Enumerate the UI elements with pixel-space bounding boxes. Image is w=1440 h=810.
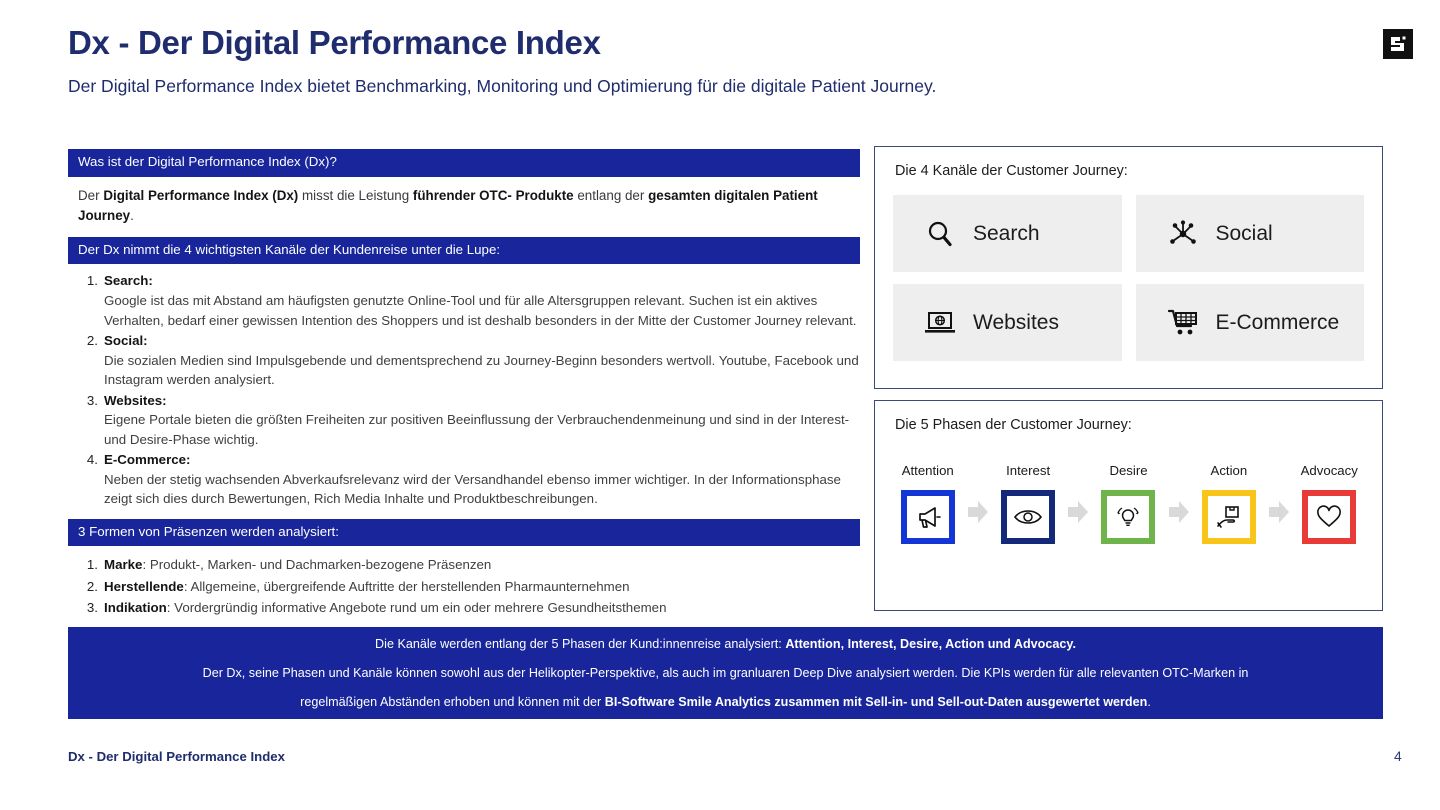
eye-icon — [1014, 510, 1043, 524]
summary-line-3: regelmäßigen Abständen erhoben und könne… — [86, 694, 1365, 711]
phase-label: Advocacy — [1300, 463, 1358, 478]
network-nodes-icon — [1166, 217, 1200, 251]
summary-line-2: Der Dx, seine Phasen und Kanäle können s… — [202, 666, 1249, 680]
section-bar-three-presence-forms: 3 Formen von Präsenzen werden analysiert… — [68, 518, 860, 547]
laptop-globe-icon — [923, 306, 957, 340]
megaphone-icon — [918, 507, 941, 528]
shopping-cart-icon — [1166, 306, 1200, 340]
page-title: Dx - Der Digital Performance Index — [68, 24, 601, 61]
magnifier-icon — [923, 217, 957, 251]
phase-box — [1101, 490, 1156, 544]
channel-card-grid: Search — [875, 179, 1382, 361]
phase-arrow — [1067, 501, 1090, 523]
def-bold-3: gesamten digitalen Patient Journey — [78, 187, 818, 223]
channel-card-label: Search — [973, 221, 1040, 245]
summary-line-3-prefix: regelmäßigen Abständen erhoben und könne… — [300, 695, 605, 709]
list-item: E-Commerce: Neben der stetig wachsenden … — [78, 450, 860, 509]
list-item-title: E-Commerce: — [104, 452, 191, 468]
phase-label: Attention — [901, 463, 954, 478]
section-bar-four-channels: Der Dx nimmt die 4 wichtigsten Kanäle de… — [68, 236, 860, 265]
list-item-body: Die sozialen Medien sind Impulsgebende u… — [104, 352, 859, 388]
summary-line-1: Die Kanäle werden entlang der 5 Phasen d… — [86, 636, 1365, 653]
section-bar-what-is-dx: Was ist der Digital Performance Index (D… — [68, 149, 860, 177]
phase-box — [1001, 490, 1056, 544]
def-bold-1: Digital Performance Index (Dx) — [103, 187, 299, 203]
summary-line-1-prefix: Die Kanäle werden entlang der 5 Phasen d… — [375, 637, 786, 651]
page-number: 4 — [1394, 748, 1402, 764]
phases-panel: Die 5 Phasen der Customer Journey: Atten… — [874, 400, 1383, 611]
left-content-column: Was ist der Digital Performance Index (D… — [68, 149, 860, 620]
phase-item-action[interactable]: Action — [1190, 463, 1267, 544]
list-item-title: Marke — [104, 557, 143, 573]
phase-arrow — [1268, 501, 1291, 523]
phase-label: Interest — [1006, 463, 1051, 478]
channel-card-social[interactable]: Social — [1135, 195, 1364, 272]
channel-card-ecommerce[interactable]: E-Commerce — [1135, 284, 1364, 361]
list-item-body: Eigene Portale bieten die größten Freihe… — [104, 412, 850, 447]
smile-brand-logo — [1383, 29, 1413, 59]
def-mid-1: misst die Leistung — [298, 187, 413, 203]
presence-forms-list: Marke: Produkt-, Marken- und Dachmarken-… — [68, 555, 860, 618]
phase-item-desire[interactable]: Desire — [1090, 463, 1167, 544]
list-item: Websites: Eigene Portale bieten die größ… — [78, 391, 860, 450]
summary-callout-box: Die Kanäle werden entlang der 5 Phasen d… — [68, 627, 1383, 719]
def-bold-2: führender OTC- Produkte — [412, 187, 574, 203]
list-item: Herstellende: Allgemeine, übergreifende … — [78, 577, 860, 597]
phase-arrow — [966, 501, 989, 523]
list-item-body: : Allgemeine, übergreifende Auftritte de… — [183, 578, 630, 594]
page-subtitle: Der Digital Performance Index bietet Ben… — [68, 76, 937, 96]
list-item-body: : Produkt-, Marken- und Dachmarken-bezog… — [142, 557, 492, 573]
summary-line-1-bold: Attention, Interest, Desire, Action und … — [785, 637, 1076, 651]
list-item-body: : Vordergründig informative Angebote run… — [166, 600, 667, 616]
list-item: Social: Die sozialen Medien sind Impulsg… — [78, 331, 860, 390]
summary-line-3-bold: BI-Software Smile Analytics zusammen mit… — [604, 695, 1148, 709]
channels-panel: Die 4 Kanäle der Customer Journey: Searc… — [874, 146, 1383, 389]
channel-card-label: E-Commerce — [1215, 310, 1340, 334]
phase-item-attention[interactable]: Attention — [889, 463, 966, 544]
channel-card-label: Websites — [973, 310, 1059, 334]
channel-description-list: Search: Google ist das mit Abstand am hä… — [68, 271, 860, 508]
list-item: Indikation: Vordergründig informative An… — [78, 598, 860, 618]
phase-box — [900, 490, 955, 544]
footer-title: Dx - Der Digital Performance Index — [68, 749, 285, 764]
list-item-title: Herstellende — [104, 578, 184, 594]
list-item-title: Social: — [104, 333, 148, 349]
channel-card-label: Social — [1215, 221, 1273, 245]
list-item-title: Search: — [104, 273, 153, 289]
phase-box — [1201, 490, 1256, 544]
phase-item-interest[interactable]: Interest — [989, 463, 1066, 544]
summary-line-3-suffix: . — [1147, 695, 1151, 709]
customer-journey-phase-row: Attention Interest — [875, 463, 1382, 544]
phase-arrow — [1167, 501, 1190, 523]
phase-item-advocacy[interactable]: Advocacy — [1291, 463, 1368, 544]
heart-icon — [1317, 505, 1342, 527]
phases-panel-title: Die 5 Phasen der Customer Journey: — [895, 417, 1132, 433]
phase-box — [1302, 490, 1357, 544]
channel-card-search[interactable]: Search — [893, 195, 1122, 272]
list-item-title: Indikation — [104, 600, 167, 616]
list-item-body: Neben der stetig wachsenden Abverkaufsre… — [104, 471, 841, 507]
list-item-body: Google ist das mit Abstand am häufigsten… — [104, 292, 857, 328]
phase-label: Action — [1210, 463, 1248, 478]
list-item-title: Websites: — [104, 392, 167, 408]
hand-package-icon — [1217, 506, 1239, 528]
lightbulb-idea-icon — [1117, 507, 1140, 526]
dx-definition-paragraph: Der Digital Performance Index (Dx) misst… — [68, 177, 860, 230]
def-prefix: Der — [78, 187, 104, 203]
channel-card-websites[interactable]: Websites — [893, 284, 1122, 361]
def-suffix: . — [130, 207, 134, 223]
def-mid-2: entlang der — [573, 187, 649, 203]
phase-label: Desire — [1109, 463, 1148, 478]
channels-panel-title: Die 4 Kanäle der Customer Journey: — [895, 163, 1128, 179]
list-item: Search: Google ist das mit Abstand am hä… — [78, 271, 860, 330]
list-item: Marke: Produkt-, Marken- und Dachmarken-… — [78, 555, 860, 575]
